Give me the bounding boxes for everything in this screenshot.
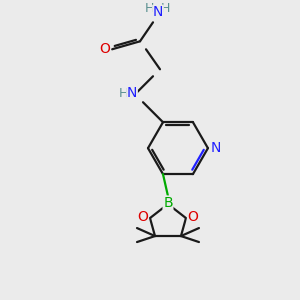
Text: H: H	[118, 87, 128, 100]
Text: N: N	[211, 141, 221, 155]
Text: O: O	[138, 210, 148, 224]
Text: O: O	[188, 210, 198, 224]
Text: O: O	[100, 42, 110, 56]
Text: H: H	[144, 2, 154, 15]
Text: H: H	[160, 2, 170, 15]
Text: B: B	[163, 196, 173, 210]
Text: N: N	[127, 86, 137, 100]
Text: N: N	[153, 5, 163, 19]
